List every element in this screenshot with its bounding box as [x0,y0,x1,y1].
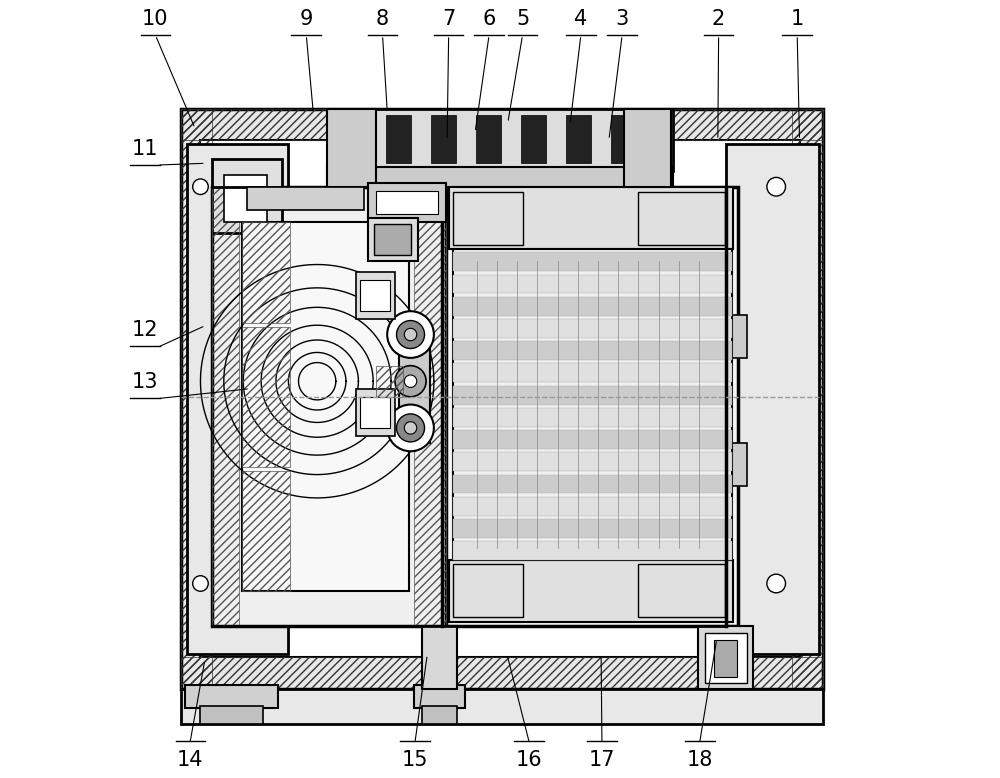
Circle shape [397,414,425,442]
Text: 13: 13 [132,372,158,392]
Bar [360,397,390,428]
Circle shape [387,311,434,358]
Bar [212,187,239,626]
Bar [453,475,732,493]
Bar [453,497,732,516]
Bar [792,109,823,689]
Bar [453,275,732,293]
Text: 9: 9 [300,9,313,29]
Bar [212,159,282,233]
Bar [181,109,823,140]
Circle shape [193,179,208,194]
Text: 8: 8 [376,9,389,29]
Bar [453,452,732,471]
Bar [327,109,673,171]
Bar [453,564,523,617]
Text: 4: 4 [574,9,588,29]
Text: 1: 1 [791,9,804,29]
Bar [726,443,747,486]
Bar [453,192,523,245]
Circle shape [395,366,426,397]
Bar [356,272,395,319]
Text: 14: 14 [177,750,204,770]
Bar [185,685,278,708]
Bar [212,187,446,626]
Bar [414,685,465,708]
Bar [386,115,411,163]
Bar [453,296,732,316]
Bar [181,109,823,689]
Text: 17: 17 [589,750,615,770]
Bar [453,430,732,449]
Polygon shape [624,109,671,187]
Bar [566,115,591,163]
Circle shape [193,576,208,591]
Bar [453,252,732,272]
Bar [698,626,753,689]
Bar [242,222,409,591]
Text: 7: 7 [442,9,455,29]
Text: 16: 16 [515,750,542,770]
Bar [422,706,457,724]
Bar [431,115,456,163]
Polygon shape [327,109,376,187]
Bar [726,144,819,654]
Bar [200,140,800,657]
Text: 3: 3 [616,9,629,29]
Circle shape [404,422,417,434]
Bar [181,109,212,689]
Text: 10: 10 [142,9,169,29]
Bar [476,115,501,163]
Bar [360,280,390,311]
Bar [181,689,823,724]
Bar [453,249,732,560]
Bar [638,192,725,245]
Bar [374,224,411,255]
Bar [181,657,823,689]
Bar [453,408,732,427]
Bar [714,640,737,677]
Bar [453,519,732,538]
Bar [187,144,288,654]
Bar [399,327,430,443]
Text: 12: 12 [132,320,158,340]
Text: 18: 18 [687,750,713,770]
Circle shape [404,328,417,341]
Circle shape [397,321,425,349]
Bar [453,541,732,560]
Bar [200,706,263,724]
Circle shape [404,375,417,387]
Bar [224,175,267,222]
Bar [341,115,365,163]
Bar [368,183,446,222]
Bar [521,115,546,163]
Bar [453,342,732,360]
Circle shape [767,177,786,196]
Bar [422,626,457,689]
Bar [726,315,747,358]
Bar [453,319,732,338]
Circle shape [387,405,434,451]
Bar [356,389,395,436]
Bar [449,187,733,249]
Text: 11: 11 [132,138,158,159]
Bar [376,191,438,214]
Bar [611,115,636,163]
Bar [705,633,747,683]
Bar [638,564,725,617]
Text: 6: 6 [482,9,496,29]
Text: 5: 5 [516,9,529,29]
Text: 15: 15 [402,750,428,770]
Bar [449,560,733,622]
Bar [444,187,738,626]
Bar [453,386,732,405]
Text: 2: 2 [712,9,725,29]
Bar [368,218,418,261]
Circle shape [767,574,786,593]
Bar [327,167,673,187]
Bar [247,187,364,210]
Bar [453,363,732,382]
Bar [414,187,446,626]
